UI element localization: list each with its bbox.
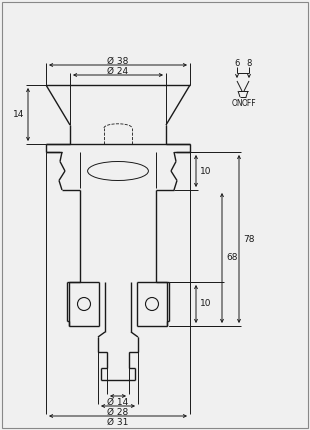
Text: Ø 38: Ø 38 — [107, 56, 129, 65]
Text: Ø 24: Ø 24 — [108, 67, 129, 76]
Text: 10: 10 — [200, 166, 211, 175]
Text: 8: 8 — [246, 59, 252, 68]
Text: 14: 14 — [13, 110, 24, 119]
Text: 78: 78 — [243, 234, 255, 243]
Text: Ø 28: Ø 28 — [107, 408, 129, 417]
Text: Ø 14: Ø 14 — [107, 398, 129, 407]
Text: 68: 68 — [226, 254, 237, 262]
Text: 10: 10 — [200, 300, 211, 308]
Text: Ø 31: Ø 31 — [107, 418, 129, 427]
Text: OFF: OFF — [242, 98, 256, 108]
Text: ON: ON — [231, 98, 243, 108]
Text: 6: 6 — [234, 59, 240, 68]
